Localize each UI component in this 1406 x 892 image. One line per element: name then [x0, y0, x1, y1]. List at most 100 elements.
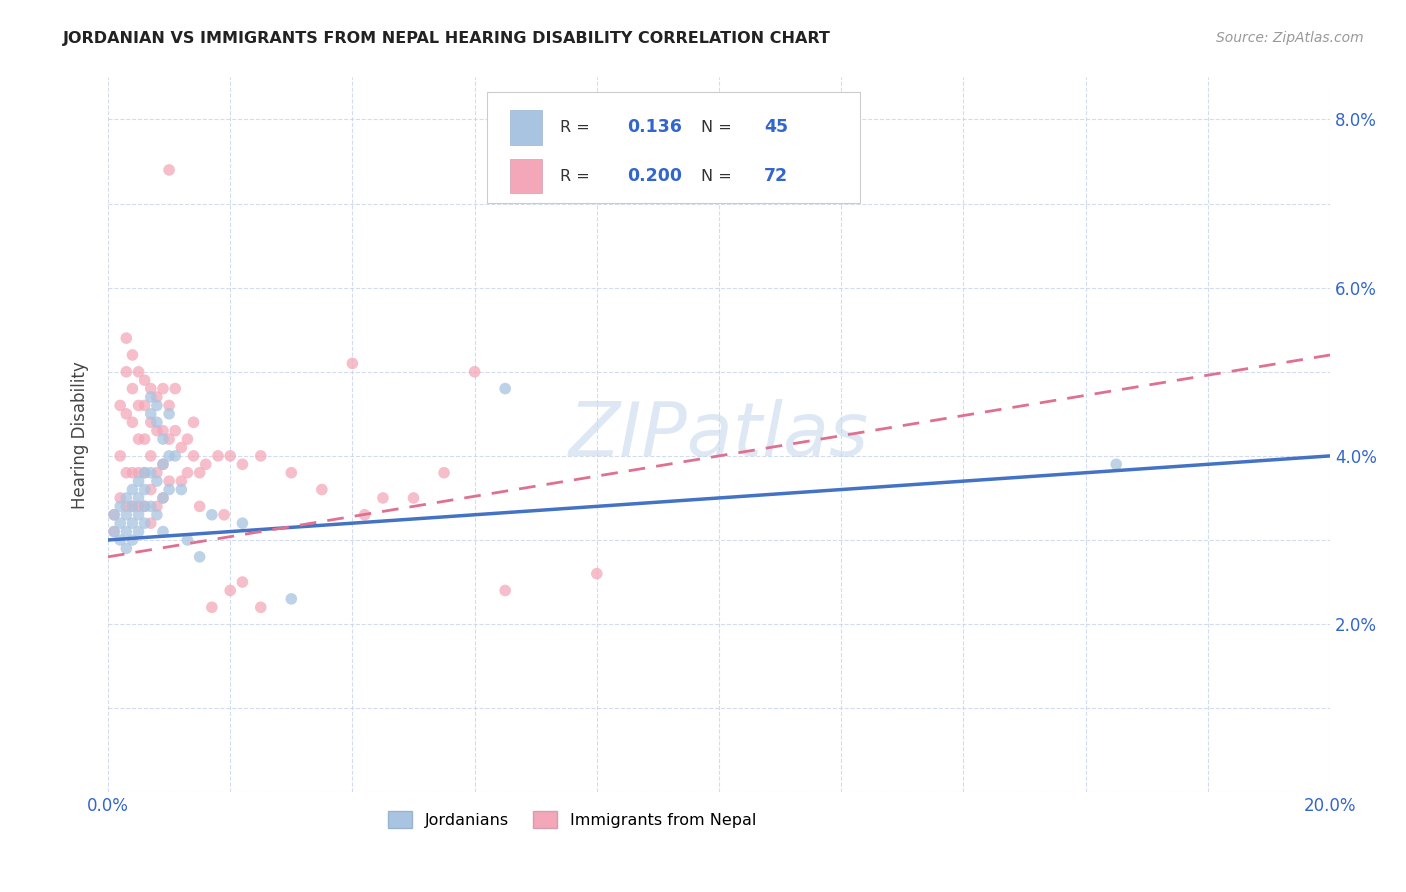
Point	[219, 583, 242, 598]
Point	[176, 432, 198, 446]
Point	[157, 483, 180, 497]
Point	[249, 449, 271, 463]
Point	[115, 407, 138, 421]
Point	[353, 508, 375, 522]
Point	[121, 500, 143, 514]
Point	[139, 415, 162, 429]
Point	[134, 373, 156, 387]
Point	[188, 466, 211, 480]
Point	[188, 500, 211, 514]
Point	[183, 449, 205, 463]
Point	[103, 508, 125, 522]
Point	[128, 399, 150, 413]
Point	[201, 508, 224, 522]
Point	[311, 483, 333, 497]
Point	[121, 348, 143, 362]
Point	[176, 533, 198, 547]
Point	[157, 399, 180, 413]
Point	[146, 390, 169, 404]
Point	[152, 491, 174, 505]
Point	[121, 466, 143, 480]
Point	[402, 491, 425, 505]
Point	[188, 549, 211, 564]
Point	[121, 533, 143, 547]
Point	[157, 407, 180, 421]
Point	[152, 458, 174, 472]
Point	[134, 432, 156, 446]
Point	[139, 407, 162, 421]
Point	[165, 424, 187, 438]
Point	[115, 331, 138, 345]
Point	[152, 524, 174, 539]
Legend: Jordanians, Immigrants from Nepal: Jordanians, Immigrants from Nepal	[382, 805, 762, 834]
Point	[121, 516, 143, 531]
Point	[115, 541, 138, 556]
Text: R =: R =	[560, 169, 595, 184]
Point	[139, 483, 162, 497]
Point	[134, 500, 156, 514]
Point	[152, 491, 174, 505]
Text: 45: 45	[765, 119, 789, 136]
Point	[585, 566, 607, 581]
Point	[249, 600, 271, 615]
Point	[103, 524, 125, 539]
Point	[115, 491, 138, 505]
Point	[201, 600, 224, 615]
Point	[165, 449, 187, 463]
Point	[139, 390, 162, 404]
Point	[108, 399, 131, 413]
Point	[134, 516, 156, 531]
Point	[139, 500, 162, 514]
Point	[139, 449, 162, 463]
Point	[128, 466, 150, 480]
Text: R =: R =	[560, 120, 595, 135]
Point	[165, 382, 187, 396]
Point	[157, 449, 180, 463]
Point	[146, 399, 169, 413]
Point	[231, 516, 253, 531]
Point	[115, 524, 138, 539]
Bar	[510, 111, 541, 145]
Point	[157, 432, 180, 446]
Text: 0.136: 0.136	[627, 119, 682, 136]
Point	[280, 591, 302, 606]
Point	[464, 365, 486, 379]
Point	[231, 575, 253, 590]
Point	[121, 483, 143, 497]
Point	[152, 432, 174, 446]
Point	[170, 483, 193, 497]
Point	[128, 491, 150, 505]
Point	[176, 466, 198, 480]
Point	[134, 466, 156, 480]
Point	[103, 524, 125, 539]
Point	[207, 449, 229, 463]
Point	[121, 500, 143, 514]
Point	[194, 458, 217, 472]
FancyBboxPatch shape	[486, 92, 859, 202]
Point	[146, 424, 169, 438]
Point	[152, 424, 174, 438]
Point	[231, 458, 253, 472]
Point	[1105, 458, 1128, 472]
Point	[139, 516, 162, 531]
Point	[128, 508, 150, 522]
Point	[128, 500, 150, 514]
Point	[146, 508, 169, 522]
Point	[146, 474, 169, 488]
Point	[128, 432, 150, 446]
Point	[134, 399, 156, 413]
Point	[433, 466, 456, 480]
Point	[146, 415, 169, 429]
Point	[108, 500, 131, 514]
Point	[108, 449, 131, 463]
Text: Source: ZipAtlas.com: Source: ZipAtlas.com	[1216, 31, 1364, 45]
Y-axis label: Hearing Disability: Hearing Disability	[72, 361, 89, 508]
Point	[342, 356, 364, 370]
Text: N =: N =	[700, 169, 737, 184]
Point	[494, 583, 516, 598]
Point	[115, 365, 138, 379]
Point	[115, 508, 138, 522]
Point	[108, 516, 131, 531]
Point	[219, 449, 242, 463]
Point	[134, 500, 156, 514]
